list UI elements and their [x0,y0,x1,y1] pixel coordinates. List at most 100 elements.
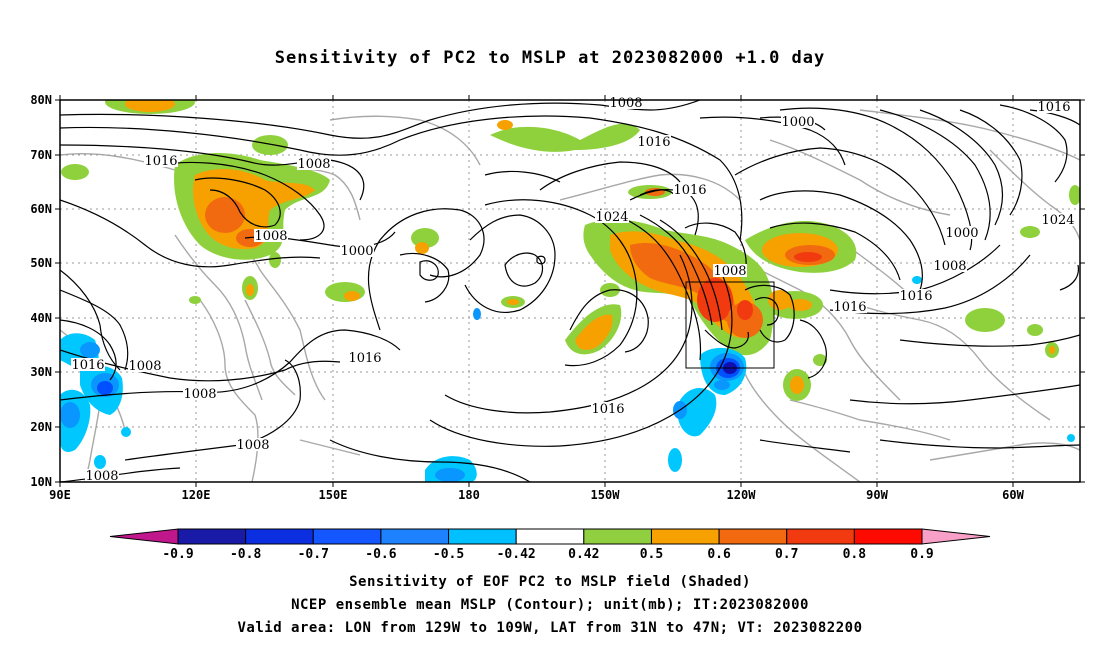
colorbar-min-arrow [109,528,179,545]
contour-label: 1000 [781,115,815,130]
svg-text:1008: 1008 [128,359,161,374]
longitude-labels: 90E 120E 150E 180 150W 120W 90W 60W [49,488,1024,502]
colorbar-label: 0.42 [568,547,599,562]
lon-label: 90E [49,488,71,502]
svg-text:1008: 1008 [713,264,746,279]
contour-label: 1008 [297,157,331,172]
lat-label: 30N [30,365,52,379]
colorbar-label: 0.5 [640,547,663,562]
colorbar-label: -0.42 [497,547,536,562]
svg-text:1008: 1008 [183,387,216,402]
svg-text:1008: 1008 [297,157,330,172]
contour-label: 1008 [183,387,217,402]
svg-text:1008: 1008 [254,229,287,244]
axis-ticks [55,95,1085,487]
svg-text:1016: 1016 [833,300,866,315]
contour-label: 1008 [609,96,643,111]
contour-label: 1016 [673,183,707,198]
colorbar-label: 0.7 [775,547,798,562]
map-frame [59,99,1081,483]
colorbar-swatch [177,528,247,545]
colorbar-swatch [853,528,923,545]
svg-text:1024: 1024 [1041,213,1074,228]
svg-text:1016: 1016 [1037,100,1070,115]
contour-label: 1008 [254,229,288,244]
colorbar-swatch [583,528,652,545]
lat-label: 70N [30,148,52,162]
svg-text:1008: 1008 [933,259,966,274]
colorbar [109,528,991,545]
contour-label: 1000 [945,226,979,241]
svg-text:1016: 1016 [673,183,706,198]
colorbar-swatch [245,528,314,545]
caption-line-1: Sensitivity of EOF PC2 to MSLP field (Sh… [349,574,751,590]
colorbar-swatch [718,528,788,545]
contour-label: 1008 [933,259,967,274]
svg-text:1016: 1016 [637,135,670,150]
contour-label: 1016 [71,358,105,373]
mslp-contours [60,100,1080,482]
colorbar-swatch [380,528,450,545]
lon-label: 150W [591,488,621,502]
svg-text:1016: 1016 [591,402,624,417]
svg-text:1000: 1000 [340,244,373,259]
svg-text:1008: 1008 [609,96,642,111]
colorbar-swatch [448,528,517,545]
contour-label: 1000 [340,244,374,259]
contour-label: 1024 [595,210,629,225]
colorbar-swatch [786,528,855,545]
latitude-labels: 80N 70N 60N 50N 40N 30N 20N 10N [30,93,52,489]
colorbar-label: -0.9 [162,547,193,562]
svg-text:1016: 1016 [348,351,381,366]
colorbar-labels: -0.9 -0.8 -0.7 -0.6 -0.5 -0.42 0.42 0.5 0.6 0.7 0.… [162,547,933,562]
colorbar-label: -0.6 [365,547,396,562]
contour-label: 1016 [144,154,178,169]
contour-label: 1016 [1037,100,1071,115]
svg-text:1016: 1016 [71,358,104,373]
colorbar-max-arrow [921,528,991,545]
lon-label: 60W [1002,488,1024,502]
contour-label: 1016 [899,289,933,304]
colorbar-label: -0.7 [298,547,329,562]
lon-label: 120W [727,488,757,502]
caption-line-2: NCEP ensemble mean MSLP (Contour); unit(… [291,597,809,613]
contour-label: 1016 [591,402,625,417]
chart-title: Sensitivity of PC2 to MSLP at 2023082000… [274,48,826,68]
lat-label: 20N [30,420,52,434]
colorbar-label: -0.5 [433,547,464,562]
lon-label: 120E [182,488,211,502]
contour-label: 1008 [713,264,747,279]
contour-label: 1008 [128,359,162,374]
svg-text:1016: 1016 [899,289,932,304]
lat-label: 10N [30,475,52,489]
colorbar-swatch [515,528,585,545]
colorbar-label: 0.9 [910,547,933,562]
contour-label: 1008 [85,469,119,484]
svg-text:1000: 1000 [945,226,978,241]
svg-text:1008: 1008 [236,438,269,453]
colorbar-swatch [312,528,382,545]
colorbar-label: -0.8 [230,547,261,562]
lat-label: 80N [30,93,52,107]
svg-text:1000: 1000 [781,115,814,130]
svg-text:1008: 1008 [85,469,118,484]
colorbar-label: 0.6 [707,547,731,562]
lon-label: 150E [319,488,348,502]
caption-line-3: Valid area: LON from 129W to 109W, LAT f… [237,620,863,636]
contour-label: 1008 [236,438,270,453]
lat-label: 40N [30,311,52,325]
contour-label: 1024 [1041,213,1075,228]
contour-label: 1016 [637,135,671,150]
svg-text:1024: 1024 [595,210,628,225]
contour-label: 1016 [348,351,382,366]
lat-label: 60N [30,202,52,216]
colorbar-label: 0.8 [843,547,867,562]
contour-label: 1016 [833,300,867,315]
colorbar-swatch [650,528,720,545]
lon-label: 180 [458,488,480,502]
svg-text:1016: 1016 [144,154,177,169]
valid-area-box [685,281,775,369]
lat-label: 50N [30,256,52,270]
